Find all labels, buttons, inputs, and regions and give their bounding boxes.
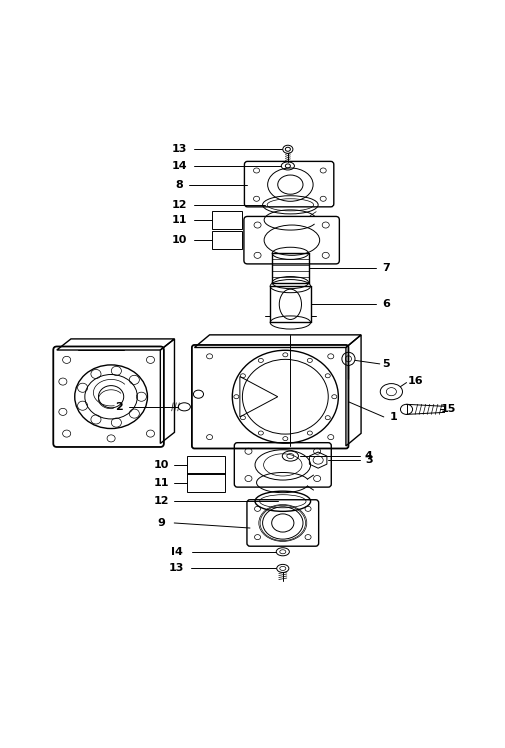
Bar [187, 473, 225, 491]
Text: 10: 10 [172, 235, 187, 245]
Text: 5: 5 [382, 359, 390, 369]
Text: I4: I4 [171, 547, 183, 557]
Text: 16: 16 [408, 375, 423, 385]
Text: 3: 3 [365, 455, 373, 465]
Text: 14: 14 [172, 161, 187, 171]
Bar [187, 456, 225, 474]
Text: 6: 6 [382, 299, 390, 310]
Text: 1: 1 [390, 412, 398, 422]
Text: 10: 10 [154, 460, 169, 470]
Text: 4: 4 [365, 451, 373, 461]
Text: 12: 12 [154, 496, 169, 506]
Text: 11: 11 [154, 477, 169, 488]
Text: 13: 13 [169, 563, 184, 574]
Text: 12: 12 [172, 200, 187, 210]
Text: 7: 7 [382, 263, 390, 273]
Bar [212, 211, 242, 229]
Text: 8: 8 [175, 180, 183, 190]
Text: 13: 13 [172, 144, 187, 154]
Text: 11: 11 [172, 215, 187, 225]
Text: 9: 9 [158, 518, 166, 528]
Bar [212, 231, 242, 249]
Text: 2: 2 [115, 402, 123, 412]
Text: 15: 15 [441, 405, 456, 414]
